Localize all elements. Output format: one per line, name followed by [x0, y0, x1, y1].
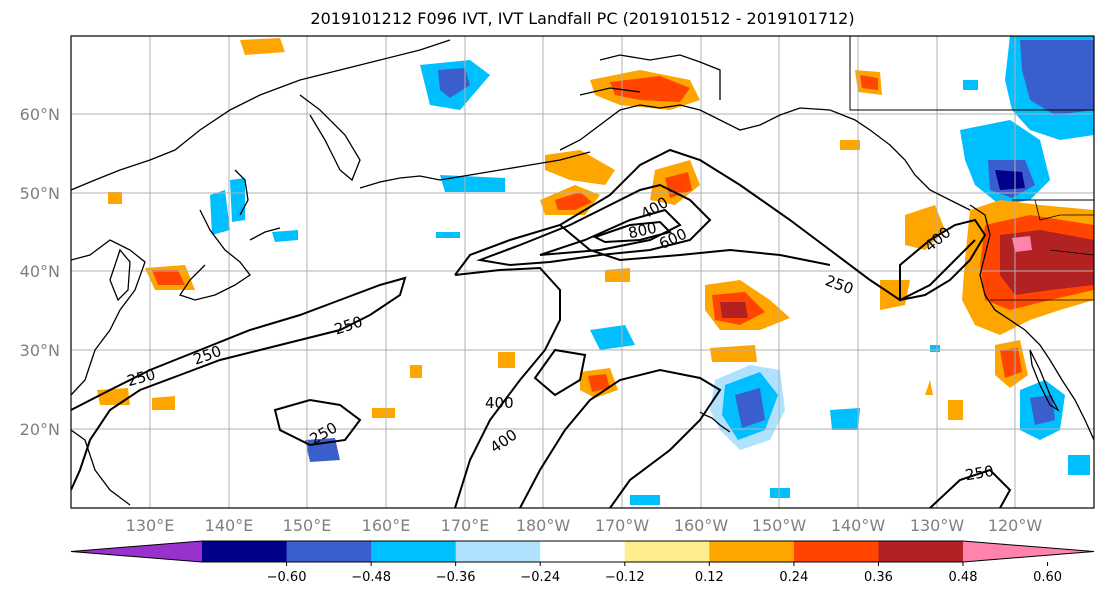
lat-label-50n: 50°N	[20, 184, 60, 203]
lon-label-170e: 170°E	[441, 516, 490, 535]
lat-label-40n: 40°N	[20, 262, 60, 281]
colorbar-tick-label: 0.24	[779, 570, 808, 585]
lon-label-160e: 160°E	[362, 516, 411, 535]
colorbar-tick-label: −0.48	[351, 570, 391, 585]
latitude-labels: 60°N 50°N 40°N 30°N 20°N	[20, 105, 60, 439]
contour-label-800: 800	[627, 219, 659, 243]
colorbar-segment	[286, 541, 372, 562]
map-title: 2019101212 F096 IVT, IVT Landfall PC (20…	[310, 9, 855, 28]
contour-label-400-central: 400	[485, 394, 514, 412]
ivt-contours	[71, 148, 1012, 508]
lon-label-160w: 160°W	[674, 516, 729, 535]
colorbar-extend-min	[71, 541, 202, 562]
colorbar-segment	[371, 541, 457, 562]
colorbar-segment	[793, 541, 879, 562]
colorbar-segment	[455, 541, 541, 562]
colorbar-tick-label: 0.48	[949, 570, 978, 585]
lon-label-150e: 150°E	[283, 516, 332, 535]
lon-label-140w: 140°W	[831, 516, 886, 535]
lat-label-30n: 30°N	[20, 341, 60, 360]
graticule	[71, 36, 1094, 508]
lon-label-120w: 120°W	[988, 516, 1043, 535]
colorbar-segment	[624, 541, 710, 562]
map-frame	[70, 35, 1095, 509]
colorbar-outline	[70, 540, 1095, 563]
coastlines	[71, 36, 1094, 506]
lon-label-140e: 140°E	[205, 516, 254, 535]
colorbar-tick-label: −0.36	[436, 570, 476, 585]
lat-label-20n: 20°N	[20, 420, 60, 439]
lon-label-150w: 150°W	[752, 516, 807, 535]
lat-label-60n: 60°N	[20, 105, 60, 124]
colorbar-tick-label: −0.60	[267, 570, 307, 585]
colorbar-segment	[540, 541, 626, 562]
colorbar-segment	[878, 541, 964, 562]
ivt-anomaly-fill	[97, 36, 1094, 505]
colorbar-tick-label: −0.12	[605, 570, 645, 585]
lon-label-180w: 180°W	[516, 516, 571, 535]
lon-label-130w: 130°W	[910, 516, 965, 535]
colorbar-segment	[202, 541, 288, 562]
longitude-labels: 130°E 140°E 150°E 160°E 170°E 180°W 170°…	[126, 516, 1043, 535]
colorbar-tick-label: −0.24	[520, 570, 560, 585]
colorbar-tick-label: 0.36	[864, 570, 893, 585]
colorbar: −0.60 −0.48 −0.36 −0.24 −0.12 0.12 0.24 0.36 0.4…	[70, 540, 1095, 585]
map-background	[71, 36, 1094, 508]
lon-label-170w: 170°W	[595, 516, 650, 535]
contour-label-250-southeast: 250	[964, 462, 995, 485]
lon-label-130e: 130°E	[126, 516, 175, 535]
colorbar-extend-max	[963, 541, 1094, 562]
colorbar-tick-label: 0.60	[1033, 570, 1062, 585]
colorbar-tick-label: 0.12	[695, 570, 724, 585]
colorbar-segment	[709, 541, 795, 562]
